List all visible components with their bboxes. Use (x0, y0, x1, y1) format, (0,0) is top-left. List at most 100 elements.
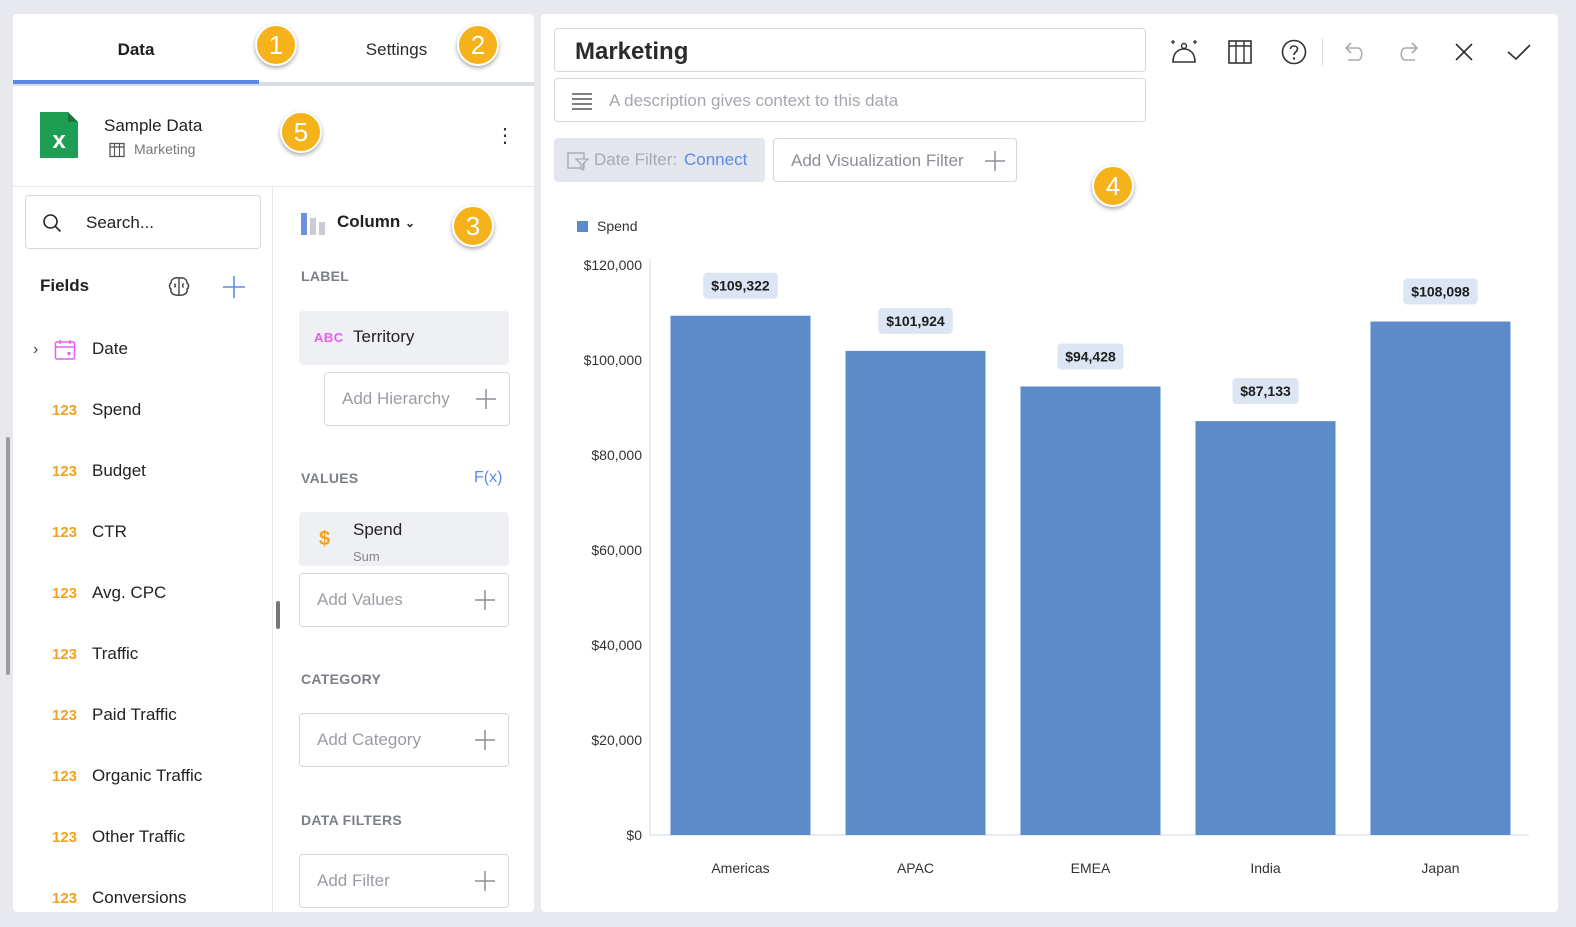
y-tick-label: $20,000 (591, 732, 642, 748)
field-item-traffic[interactable]: 123 Traffic (13, 631, 271, 679)
label-section-title: LABEL (301, 268, 350, 284)
fx-button[interactable]: F(x) (474, 469, 503, 486)
field-label: Other Traffic (92, 827, 186, 846)
scrollbar-thumb[interactable] (6, 437, 10, 675)
excel-icon: x (40, 112, 78, 158)
field-label: Organic Traffic (92, 766, 203, 785)
visualization-editor: Marketing (541, 14, 1558, 912)
help-icon[interactable] (1278, 36, 1310, 68)
text-align-icon (572, 93, 592, 110)
date-filter-connect-link[interactable]: Connect (684, 150, 748, 169)
field-item-organic-traffic[interactable]: 123 Organic Traffic (13, 753, 271, 801)
y-tick-label: $60,000 (591, 542, 642, 558)
description-input[interactable] (609, 90, 1109, 112)
field-item-date[interactable]: › Date (13, 326, 271, 374)
search-input[interactable] (86, 212, 246, 234)
number-type-icon: 123 (52, 646, 78, 663)
callout-badge-2: 2 (457, 24, 499, 66)
field-item-avg-cpc[interactable]: 123 Avg. CPC (13, 570, 271, 618)
y-tick-label: $120,000 (584, 257, 643, 273)
datasource-header: x Sample Data Marketing ⋮ (13, 90, 534, 187)
currency-icon: $ (319, 528, 331, 550)
number-type-icon: 123 (52, 402, 78, 419)
bar (1020, 386, 1161, 835)
undo-icon[interactable] (1338, 36, 1370, 68)
number-type-icon: 123 (52, 768, 78, 785)
x-tick-label: APAC (897, 860, 934, 876)
add-category-label: Add Category (317, 730, 421, 749)
add-values-button[interactable]: Add Values (299, 573, 509, 627)
field-item-budget[interactable]: 123 Budget (13, 448, 271, 496)
visualization-config-column: Column ⌄ LABEL ABC Territory Add Hierarc… (274, 187, 534, 912)
callout-badge-4: 4 (1092, 165, 1134, 207)
number-type-icon: 123 (52, 829, 78, 846)
fields-title: Fields (40, 276, 90, 295)
add-field-icon[interactable] (221, 274, 247, 300)
value-aggregation: Sum (353, 549, 380, 564)
data-label: $94,428 (1065, 348, 1116, 364)
add-category-button[interactable]: Add Category (299, 713, 509, 767)
data-editor-panel: Data Settings x Sample Data Marketing ⋮ … (13, 14, 534, 912)
table-view-icon[interactable] (1224, 36, 1256, 68)
plus-icon (475, 590, 495, 610)
y-tick-label: $40,000 (591, 637, 642, 653)
datasource-name: Sample Data (104, 116, 203, 135)
field-label: Avg. CPC (92, 583, 167, 602)
toolbar-divider (1322, 38, 1323, 66)
description-field[interactable] (554, 78, 1146, 122)
chart-type-selector[interactable]: Column ⌄ (337, 212, 415, 232)
close-icon[interactable] (1448, 36, 1480, 68)
tab-bar: Data Settings (13, 14, 534, 86)
redo-icon[interactable] (1393, 36, 1425, 68)
data-label-background (1057, 343, 1124, 370)
date-filter-button[interactable]: Date Filter: Connect (554, 138, 765, 182)
search-box (25, 195, 261, 249)
data-label-background (703, 272, 778, 299)
plus-icon (475, 871, 495, 891)
svg-text:x: x (52, 127, 66, 154)
add-filter-button[interactable]: Add Filter (299, 854, 509, 908)
legend-label: Spend (597, 218, 637, 234)
calendar-icon (54, 340, 76, 360)
data-label-background (878, 307, 953, 334)
brain-icon[interactable] (166, 274, 192, 300)
add-visualization-filter-button[interactable]: Add Visualization Filter (773, 138, 1017, 182)
tab-data[interactable]: Data (117, 40, 155, 59)
add-hierarchy-button[interactable]: Add Hierarchy (324, 372, 510, 426)
x-tick-label: EMEA (1071, 860, 1111, 876)
plus-icon (475, 730, 495, 750)
number-type-icon: 123 (52, 707, 78, 724)
resize-handle[interactable] (276, 601, 280, 629)
search-icon (43, 214, 62, 233)
text-type-icon: ABC (314, 330, 344, 345)
tab-settings[interactable]: Settings (365, 40, 428, 59)
data-filters-section-title: DATA FILTERS (301, 812, 403, 828)
column-chart: Spend $0 $20,000 $40,000 $60,000 $80,000 $100,… (577, 218, 1529, 876)
field-label: Spend (92, 400, 142, 419)
field-item-conversions[interactable]: 123 Conversions (13, 875, 271, 912)
more-options-icon[interactable]: ⋮ (495, 125, 515, 147)
visualization-title: Marketing (575, 38, 689, 65)
active-tab-indicator (13, 80, 259, 84)
chevron-right-icon[interactable]: › (33, 341, 39, 358)
title-field[interactable]: Marketing (554, 28, 1146, 72)
x-tick-label: India (1250, 860, 1281, 876)
field-item-spend[interactable]: 123 Spend (13, 387, 271, 435)
callout-badge-5: 5 (280, 111, 322, 153)
field-item-other-traffic[interactable]: 123 Other Traffic (13, 814, 271, 862)
label-field-pill[interactable]: ABC Territory (299, 311, 509, 365)
confirm-check-icon[interactable] (1503, 36, 1535, 68)
label-field-name: Territory (353, 327, 415, 346)
bar (845, 350, 986, 835)
value-field-pill[interactable]: $ Spend Sum (299, 512, 509, 566)
ai-insights-icon[interactable] (1168, 36, 1200, 68)
field-item-ctr[interactable]: 123 CTR (13, 509, 271, 557)
add-values-label: Add Values (317, 590, 403, 609)
category-section-title: CATEGORY (301, 671, 382, 687)
number-type-icon: 123 (52, 463, 78, 480)
values-section-title: VALUES (301, 470, 359, 486)
value-field-name: Spend (353, 520, 403, 539)
column-chart-icon[interactable] (299, 209, 327, 237)
bar (1370, 321, 1511, 835)
field-item-paid-traffic[interactable]: 123 Paid Traffic (13, 692, 271, 740)
